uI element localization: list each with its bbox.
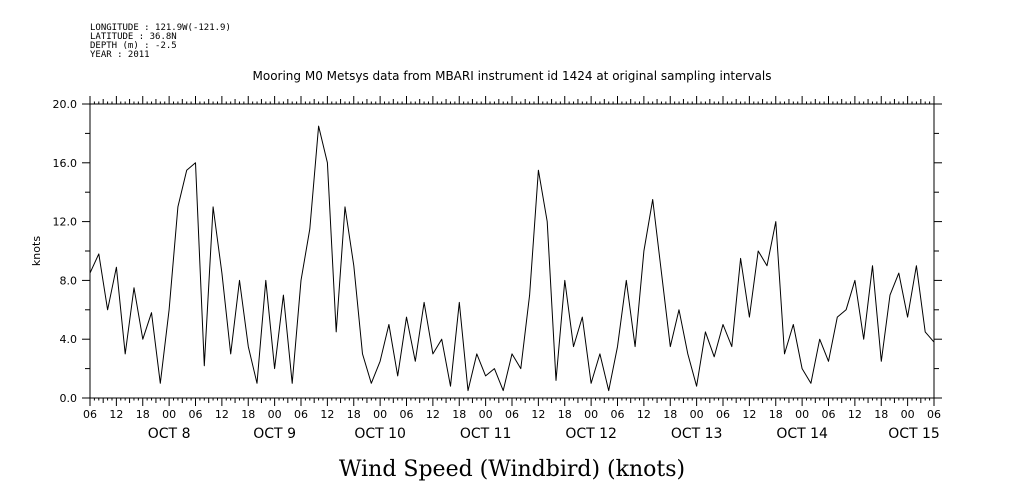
x-tick-label: 18 xyxy=(347,408,361,421)
x-tick-label: 00 xyxy=(268,408,282,421)
x-tick-label: 06 xyxy=(927,408,941,421)
x-tick-label: 06 xyxy=(822,408,836,421)
series-group xyxy=(89,125,935,392)
x-tick-label: 06 xyxy=(83,408,97,421)
x-axis-ticks: 06 12 18 00 06 12 18 00 06 12 18 00 06 12 18 00 06 12 18 00… xyxy=(83,96,941,442)
x-tick-label: 00 xyxy=(901,408,915,421)
day-label: OCT 14 xyxy=(776,426,828,442)
x-tick-label: 00 xyxy=(690,408,704,421)
chart-title: Mooring M0 Metsys data from MBARI instru… xyxy=(253,69,772,83)
x-tick-label: 12 xyxy=(426,408,440,421)
x-tick-label: 06 xyxy=(294,408,308,421)
y-axis-ticks: 0.0 4.0 8.0 12.0 16.0 20.0 xyxy=(53,98,942,405)
x-tick-label: 18 xyxy=(769,408,783,421)
x-tick-label: 18 xyxy=(136,408,150,421)
x-tick-label: 06 xyxy=(505,408,519,421)
day-label: OCT 15 xyxy=(888,426,940,442)
x-tick-label: 18 xyxy=(241,408,255,421)
depth-label: DEPTH (m) : -2.5 xyxy=(90,41,177,51)
x-tick-label: 12 xyxy=(531,408,545,421)
x-tick-label: 12 xyxy=(109,408,123,421)
x-tick-label: 06 xyxy=(611,408,625,421)
year-label: YEAR : 2011 xyxy=(90,50,150,60)
y-tick-label: 20.0 xyxy=(53,98,78,111)
day-label: OCT 8 xyxy=(148,426,191,442)
x-tick-label: 00 xyxy=(584,408,598,421)
day-label: OCT 12 xyxy=(565,426,617,442)
y-tick-label: 0.0 xyxy=(60,392,78,405)
y-tick-label: 4.0 xyxy=(60,333,78,346)
x-tick-label: 12 xyxy=(215,408,229,421)
x-tick-label: 00 xyxy=(795,408,809,421)
y-tick-label: 12.0 xyxy=(53,216,78,229)
x-tick-label: 12 xyxy=(320,408,334,421)
x-tick-label: 18 xyxy=(558,408,572,421)
x-tick-label: 06 xyxy=(189,408,203,421)
y-axis-label: knots xyxy=(30,236,43,266)
x-tick-label: 12 xyxy=(637,408,651,421)
latitude-label: LATITUDE : 36.8N xyxy=(90,32,177,42)
x-tick-label: 06 xyxy=(716,408,730,421)
x-tick-label: 18 xyxy=(452,408,466,421)
x-tick-label: 18 xyxy=(874,408,888,421)
x-tick-label: 18 xyxy=(663,408,677,421)
day-label: OCT 11 xyxy=(460,426,512,442)
x-tick-label: 06 xyxy=(400,408,414,421)
x-tick-label: 12 xyxy=(848,408,862,421)
y-tick-label: 8.0 xyxy=(60,274,78,287)
wind-speed-series-line xyxy=(89,125,935,392)
y-tick-label: 16.0 xyxy=(53,157,78,170)
x-tick-label: 00 xyxy=(479,408,493,421)
x-tick-label: 00 xyxy=(162,408,176,421)
x-tick-label: 12 xyxy=(742,408,756,421)
x-tick-label: 00 xyxy=(373,408,387,421)
day-label: OCT 13 xyxy=(671,426,723,442)
longitude-label: LONGITUDE : 121.9W(-121.9) xyxy=(90,23,231,33)
day-label: OCT 9 xyxy=(253,426,296,442)
x-axis-label: Wind Speed (Windbird) (knots) xyxy=(339,457,685,482)
day-label: OCT 10 xyxy=(354,426,406,442)
